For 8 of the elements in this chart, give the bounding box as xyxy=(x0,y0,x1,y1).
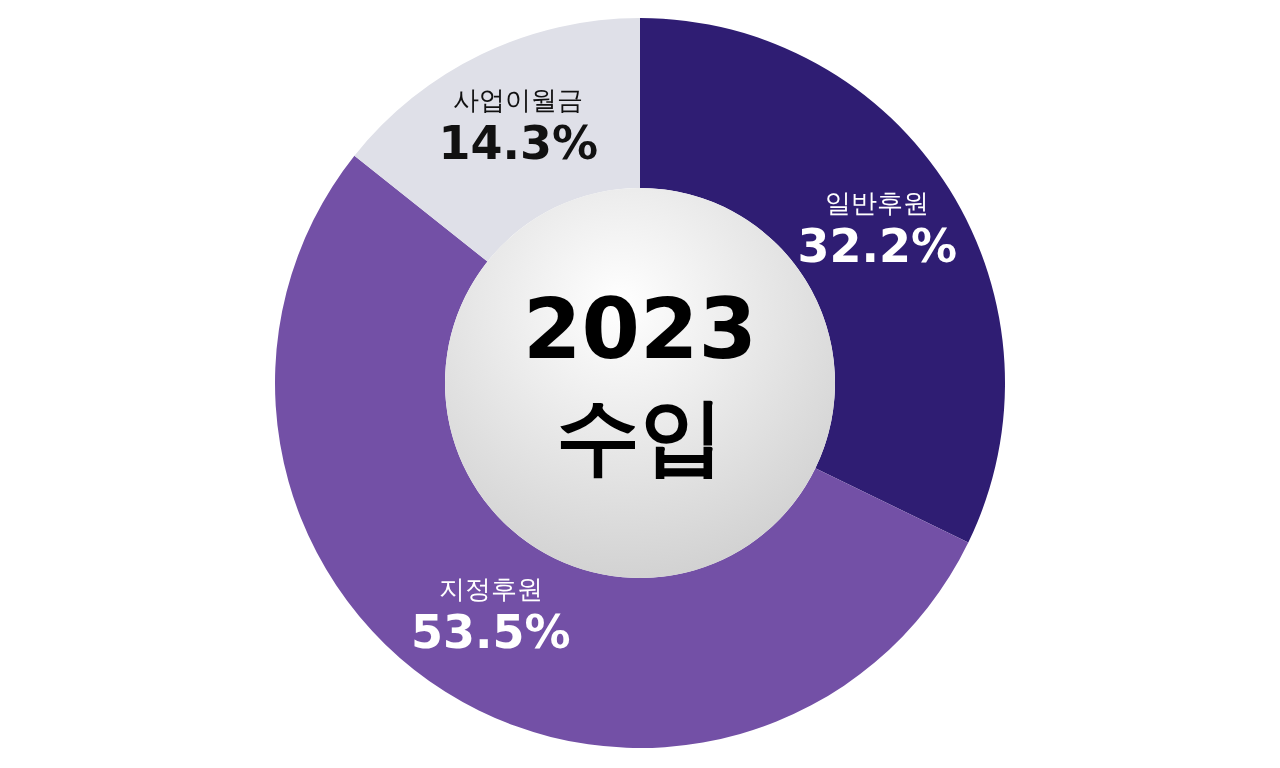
text: 2023 xyxy=(523,280,757,378)
data-label: 14.3% xyxy=(438,115,599,170)
slice-label: 일반후원 xyxy=(825,188,930,219)
slice-label: 지정후원 xyxy=(438,573,543,604)
data-label: 53.5% xyxy=(410,604,571,659)
text: 수입 xyxy=(556,387,724,485)
data-label: 32.2% xyxy=(797,219,958,274)
slice-label: 사업이월금 xyxy=(453,84,584,115)
